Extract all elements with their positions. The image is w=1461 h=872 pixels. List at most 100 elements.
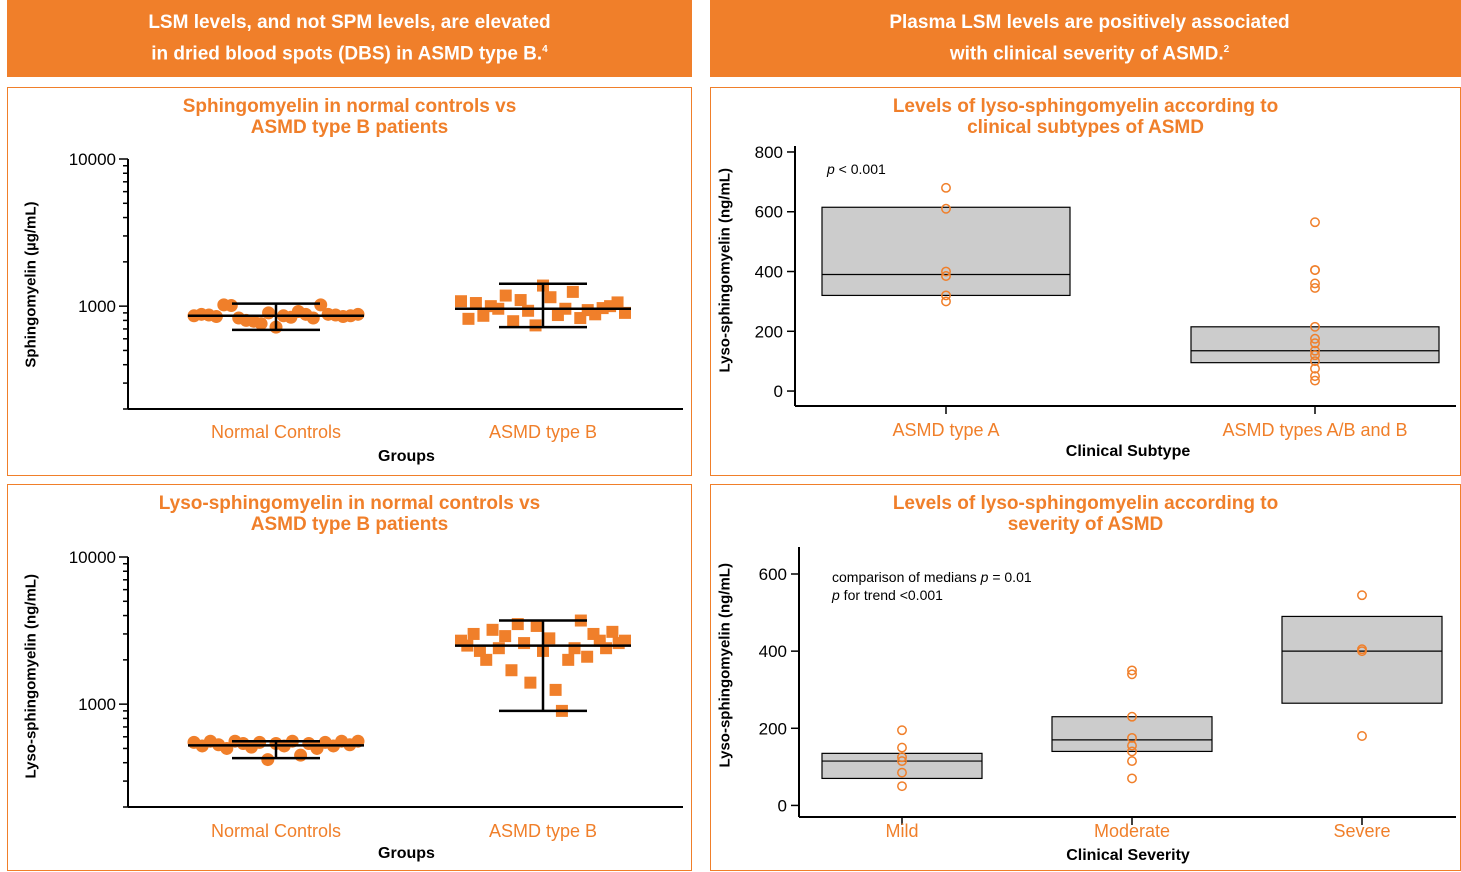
data-point [351,307,365,321]
panel-lsm-xlabel: Groups [378,845,435,862]
panel-subtype-title-line2: clinical subtypes of ASMD [967,117,1204,138]
data-point [619,634,631,647]
panel-subtype-xlabel: Clinical Subtype [1065,443,1191,460]
y-tick-label: 600 [755,203,783,222]
data-point [462,312,475,325]
data-point [1310,345,1320,356]
data-point [469,297,482,310]
p-label: p [980,569,989,585]
panel-spm-title: Sphingomyelin in normal controls vs ASMD… [8,96,691,138]
panel-subtype-annotation: p < 0.001 [827,160,886,178]
data-point [486,623,499,636]
panel-severity-xlabel: Clinical Severity [1066,847,1190,864]
panel-severity-title: Levels of lyso-sphingomyelin according t… [711,493,1460,535]
data-point [529,319,542,332]
data-point [897,725,907,736]
p-value-text: < 0.001 [834,161,886,177]
data-point [530,619,543,632]
panel-lsm: Lyso-sphingomyelin in normal controls vs… [7,484,692,871]
data-point [897,781,907,792]
data-point [261,753,275,767]
data-point [1310,350,1320,361]
data-point [254,317,268,331]
data-point [455,295,467,308]
data-point [1310,333,1320,344]
header-left-ref: 4 [542,44,548,56]
data-point [1310,375,1320,386]
data-point [941,266,951,277]
data-point [941,203,951,214]
panel-lsm-title-line2: ASMD type B patients [250,514,449,535]
data-point [492,642,505,655]
data-point [941,182,951,193]
data-point [518,637,531,650]
data-point [524,676,537,689]
data-point [941,290,951,301]
x-category-label: ASMD type B [489,422,597,442]
header-right-line2: with clinical severity of ASMD. [949,43,1224,65]
annotation-line1-suffix: = 0.01 [988,569,1032,585]
y-tick-label: 1000 [78,297,116,316]
y-tick-label: 800 [755,143,783,162]
data-point [505,664,518,677]
x-category-label: ASMD type A [892,420,999,440]
p-label: p [827,161,835,177]
data-point [1310,356,1320,367]
data-point [514,294,527,307]
panel-severity-plot: 0 200 400 600 Mild Moderate Severe [759,547,1456,841]
panel-severity-title-line1: Levels of lyso-sphingomyelin according t… [892,493,1279,514]
y-tick-label: 10000 [69,548,116,567]
data-point [294,748,308,762]
data-point [562,653,575,666]
data-point [1310,283,1320,293]
data-point [1127,746,1137,757]
y-tick-label: 400 [755,263,783,282]
panel-subtype-title-line1: Levels of lyso-sphingomyelin according t… [892,96,1279,117]
header-left-line2: in dried blood spots (DBS) in ASMD type … [151,43,543,65]
data-point [941,271,951,281]
data-point [499,289,512,302]
x-category-label: ASMD type B [489,821,597,841]
data-point [480,653,493,666]
annotation-line2-suffix: for trend <0.001 [839,587,943,603]
x-category-label: Mild [885,821,918,841]
y-tick-label: 1000 [78,695,116,714]
data-point [568,642,581,655]
panel-spm-title-line1: Sphingomyelin in normal controls vs [182,96,517,117]
data-point [897,752,907,763]
data-point [1127,665,1137,676]
header-left-line1: LSM levels, and not SPM levels, are elev… [148,12,551,34]
data-point [467,627,480,640]
y-tick-label: 400 [759,642,787,661]
x-category-label: Moderate [1094,821,1170,841]
data-point [1127,669,1137,680]
y-tick-label: 0 [774,382,783,401]
panel-lsm-title: Lyso-sphingomyelin in normal controls vs… [8,493,691,535]
data-point [897,756,907,767]
data-point [1127,740,1137,751]
data-point [611,296,624,309]
data-point [1310,265,1320,275]
y-tick-label: 10000 [69,150,116,169]
data-point [544,291,557,304]
data-point [941,296,951,307]
panel-subtype-plot: 0 200 400 600 800 ASMD type A ASMD types A/B a… [755,143,1456,440]
data-point [606,625,619,638]
y-tick-label: 200 [755,322,783,341]
data-point [581,650,594,663]
data-point [1310,363,1320,374]
panel-severity-annotation: comparison of medians p = 0.01 p for tre… [832,568,1032,604]
header-right: Plasma LSM levels are positively associa… [710,0,1461,77]
header-right-line1: Plasma LSM levels are positively associa… [889,12,1290,34]
data-point [507,315,520,328]
data-point [499,630,512,643]
p-label: p [832,587,840,603]
data-point [1310,371,1320,382]
y-tick-label: 600 [759,565,787,584]
y-tick-label: 200 [759,719,787,738]
data-point [522,304,535,317]
data-point [1127,756,1137,767]
panel-lsm-plot: 1000 10000 Normal Controls ASMD type B [69,548,683,841]
panel-spm-title-line2: ASMD type B patients [250,117,449,138]
data-point [1310,321,1320,332]
